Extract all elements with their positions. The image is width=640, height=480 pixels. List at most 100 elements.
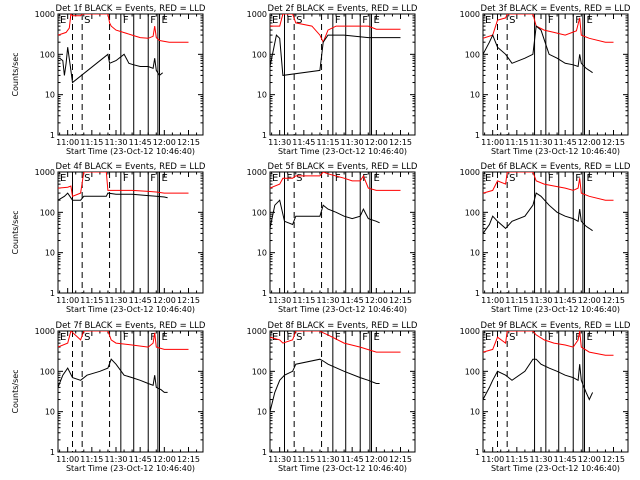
- x-tick-label: 11:15: [80, 296, 103, 305]
- y-tick-label: 1: [50, 289, 55, 298]
- events-series-line: [483, 192, 593, 234]
- x-tick-label: 11:30: [316, 455, 339, 464]
- y-tick-label: 1000: [247, 327, 267, 336]
- x-tick-label: 12:15: [177, 296, 200, 305]
- x-axis-label: Start Time (23-Oct-12 10:46:40): [66, 147, 195, 156]
- x-tick-label: 11:45: [292, 138, 315, 147]
- event-marker-label: E: [162, 332, 168, 343]
- x-axis-label: Start Time (23-Oct-12 10:46:40): [66, 305, 195, 314]
- y-tick-label: 1: [50, 448, 55, 457]
- y-tick-label: 1000: [247, 10, 267, 19]
- x-tick-label: 12:00: [153, 138, 176, 147]
- y-tick-label: 100: [40, 208, 55, 217]
- x-tick-label: 11:30: [268, 138, 291, 147]
- x-tick-label: 11:15: [505, 138, 528, 147]
- y-tick-label: 1000: [35, 10, 55, 19]
- lld-series-line: [270, 331, 401, 353]
- event-marker-label: F: [287, 332, 293, 343]
- lld-series-line: [483, 14, 614, 43]
- event-marker-label: F: [287, 15, 293, 26]
- x-tick-label: 11:00: [56, 455, 79, 464]
- event-marker-label: S: [296, 173, 302, 184]
- y-tick-label: 1000: [460, 327, 480, 336]
- event-marker-label: E: [162, 15, 168, 26]
- x-tick-label: 11:30: [341, 138, 364, 147]
- x-tick-label: 11:15: [505, 296, 528, 305]
- x-axis-label: Start Time (23-Oct-12 10:46:40): [491, 147, 620, 156]
- event-marker-label: E: [374, 15, 380, 26]
- plot-title: Det 8f BLACK = Events, RED = LLD: [268, 321, 418, 331]
- detector-plot: 1 10 100 1000 11:00 11:15 11:30 11:45 12:00 12:15…: [11, 4, 206, 156]
- x-tick-label: 12:15: [177, 455, 200, 464]
- plot-title: Det 6f BLACK = Events, RED = LLD: [481, 162, 631, 172]
- x-axis-label: Start Time (23-Oct-12 10:46:40): [278, 147, 407, 156]
- y-axis-label: Counts/sec: [11, 210, 20, 254]
- y-tick-label: 1000: [460, 10, 480, 19]
- x-tick-label: 11:15: [505, 455, 528, 464]
- y-tick-label: 10: [45, 408, 55, 417]
- event-marker-label: F: [575, 15, 581, 26]
- y-tick-label: 1: [262, 448, 267, 457]
- plot-title: Det 7f BLACK = Events, RED = LLD: [56, 321, 206, 331]
- x-tick-label: 12:00: [578, 455, 601, 464]
- y-tick-label: 1: [262, 131, 267, 140]
- event-marker-label: E: [485, 173, 491, 184]
- x-tick-label: 12:15: [602, 138, 625, 147]
- y-tick-label: 1: [475, 131, 480, 140]
- x-tick-label: 11:15: [292, 296, 315, 305]
- detector-plot: 1 10 100 1000 11:00 11:15 11:30 11:45 12:00 12:15…: [11, 162, 206, 314]
- y-tick-label: 10: [470, 408, 480, 417]
- x-axis-label: Start Time (23-Oct-12 10:46:40): [278, 464, 407, 473]
- event-marker-label: F: [362, 15, 368, 26]
- event-marker-label: F: [123, 173, 129, 184]
- y-tick-label: 10: [470, 91, 480, 100]
- event-marker-label: S: [84, 15, 90, 26]
- x-tick-label: 11:15: [80, 455, 103, 464]
- x-tick-label: 11:45: [341, 455, 364, 464]
- y-tick-label: 100: [465, 50, 480, 59]
- x-tick-label: 12:15: [389, 296, 412, 305]
- x-tick-label: 11:45: [129, 138, 152, 147]
- lld-series-line: [483, 172, 614, 201]
- event-marker-label: F: [362, 173, 368, 184]
- y-tick-label: 100: [465, 208, 480, 217]
- event-marker-label: F: [548, 15, 554, 26]
- event-marker-label: F: [150, 332, 156, 343]
- x-tick-label: 12:15: [177, 138, 200, 147]
- event-marker-label: F: [548, 173, 554, 184]
- event-marker-label: E: [272, 332, 278, 343]
- x-tick-label: 11:45: [341, 296, 364, 305]
- x-tick-label: 11:30: [529, 455, 552, 464]
- event-marker-label: S: [296, 15, 302, 26]
- event-marker-label: S: [84, 173, 90, 184]
- event-marker-label: F: [335, 15, 341, 26]
- event-marker-label: F: [123, 15, 129, 26]
- y-tick-label: 10: [257, 91, 267, 100]
- event-marker-label: E: [162, 173, 168, 184]
- x-tick-label: 11:45: [554, 455, 577, 464]
- lld-series-line: [58, 14, 189, 43]
- event-marker-label: F: [362, 332, 368, 343]
- event-marker-label: E: [587, 15, 593, 26]
- y-tick-label: 100: [40, 50, 55, 59]
- lld-series-line: [58, 331, 189, 350]
- event-marker-label: S: [509, 332, 515, 343]
- event-marker-label: E: [587, 173, 593, 184]
- events-series-line: [270, 358, 380, 412]
- x-tick-label: 11:15: [292, 455, 315, 464]
- event-marker-label: E: [587, 332, 593, 343]
- x-tick-label: 11:30: [529, 138, 552, 147]
- y-tick-label: 10: [257, 408, 267, 417]
- y-axis-label: Counts/sec: [11, 369, 20, 413]
- y-tick-label: 10: [257, 249, 267, 258]
- x-tick-label: 11:00: [56, 138, 79, 147]
- y-tick-label: 100: [465, 367, 480, 376]
- x-tick-label: 12:00: [365, 138, 388, 147]
- event-marker-label: E: [60, 15, 66, 26]
- lld-series-line: [58, 172, 189, 197]
- event-marker-label: F: [150, 15, 156, 26]
- y-tick-label: 1: [475, 289, 480, 298]
- event-marker-label: S: [509, 173, 515, 184]
- plot-title: Det 5f BLACK = Events, RED = LLD: [268, 162, 418, 172]
